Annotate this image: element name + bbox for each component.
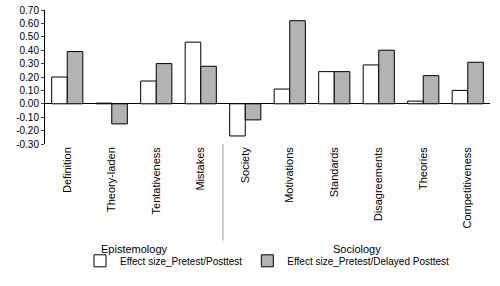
svg-text:Society: Society — [239, 147, 251, 184]
svg-text:Tentativeness: Tentativeness — [150, 147, 162, 215]
svg-text:0.50: 0.50 — [20, 31, 40, 42]
svg-text:Motivations: Motivations — [283, 147, 295, 203]
svg-text:-0.20: -0.20 — [16, 125, 39, 136]
svg-text:0.20: 0.20 — [20, 72, 40, 83]
svg-text:Sociology: Sociology — [333, 243, 381, 255]
svg-text:-0.10: -0.10 — [16, 112, 39, 123]
svg-text:-0.30: -0.30 — [16, 139, 39, 150]
svg-text:Theory-laden: Theory-laden — [105, 147, 117, 212]
svg-text:Definition: Definition — [61, 147, 73, 193]
svg-text:Standards: Standards — [328, 147, 340, 198]
svg-text:Competitiveness: Competitiveness — [461, 147, 473, 229]
svg-text:0.70: 0.70 — [20, 5, 40, 16]
svg-text:Epistemology: Epistemology — [101, 243, 168, 255]
svg-text:0.40: 0.40 — [20, 45, 40, 56]
svg-text:Disagreements: Disagreements — [372, 147, 384, 221]
svg-text:0.60: 0.60 — [20, 18, 40, 29]
svg-text:0.30: 0.30 — [20, 58, 40, 69]
svg-text:Effect size_Pretest/Posttest: Effect size_Pretest/Posttest — [120, 256, 242, 267]
svg-text:Mistakes: Mistakes — [194, 147, 206, 191]
svg-text:0.00: 0.00 — [20, 98, 40, 109]
svg-text:0.10: 0.10 — [20, 85, 40, 96]
svg-text:Effect size_Pretest/Delayed Po: Effect size_Pretest/Delayed Posttest — [287, 256, 449, 267]
svg-text:Theories: Theories — [417, 147, 429, 190]
